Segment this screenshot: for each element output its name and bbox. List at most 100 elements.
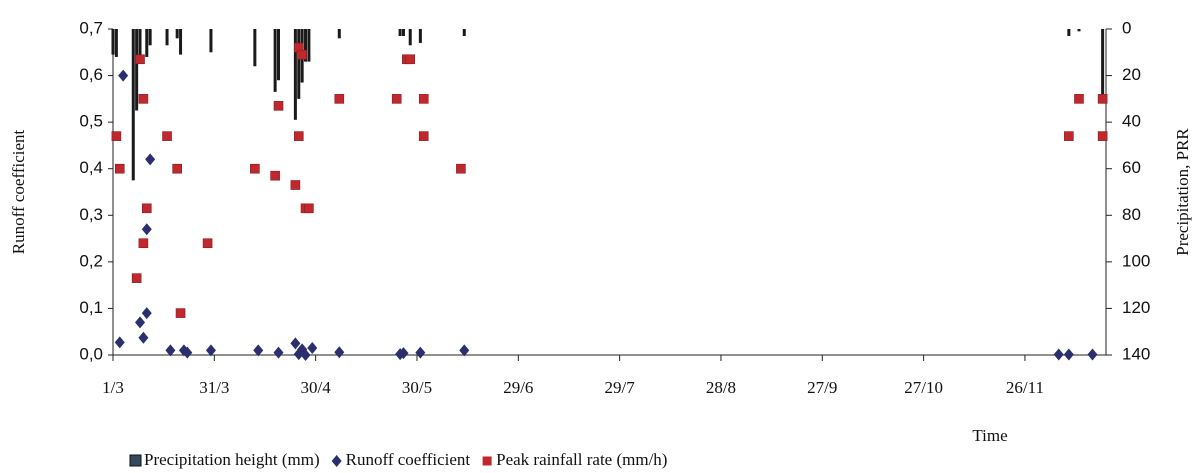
rainfall-point — [418, 94, 429, 104]
precipitation-bar — [293, 29, 297, 120]
runoff-point — [114, 336, 125, 349]
rainfall-point — [1074, 94, 1084, 104]
rainfall-point — [250, 163, 260, 174]
runoff-point — [1053, 348, 1064, 361]
precipitation-bar — [307, 29, 311, 62]
x-axis-label: Time — [972, 426, 1007, 445]
precipitation-bar — [135, 29, 139, 111]
y2-tick-label: 0 — [1122, 18, 1131, 37]
runoff-point — [307, 342, 318, 355]
rainfall-point — [114, 163, 125, 174]
y-tick-label: 0,5 — [79, 112, 103, 131]
y-tick-label: 0,1 — [79, 298, 103, 317]
legend-swatch — [331, 455, 342, 467]
precipitation-bar — [145, 29, 149, 57]
runoff-point — [398, 347, 409, 360]
rainfall-point — [135, 54, 145, 65]
runoff-point — [1063, 348, 1074, 361]
rainfall-point — [405, 54, 416, 65]
rainfall-point — [273, 101, 284, 111]
runoff-point — [300, 349, 311, 361]
x-tick-label: 29/7 — [605, 378, 636, 397]
precipitation-bar — [297, 29, 301, 99]
precipitation-bar — [209, 29, 213, 53]
runoff-point — [334, 346, 345, 359]
rainfall-point — [1064, 131, 1074, 141]
y2-tick-label: 20 — [1122, 65, 1141, 84]
rainfall-point — [418, 131, 429, 141]
y-axis-label: Runoff coefficient — [9, 129, 28, 254]
precipitation-bar — [114, 29, 118, 57]
precipitation-bar — [165, 29, 169, 46]
precipitation-bar — [304, 29, 308, 62]
precipitation-bar — [398, 29, 402, 36]
x-tick-label: 29/6 — [503, 378, 533, 397]
y-tick-label: 0,6 — [79, 65, 103, 84]
x-tick-label: 28/8 — [706, 378, 736, 397]
rainfall-point — [172, 163, 182, 174]
rainfall-point — [141, 203, 152, 214]
x-tick-label: 27/10 — [904, 378, 943, 397]
runoff-point — [459, 344, 470, 357]
precipitation-bar — [1077, 29, 1081, 32]
rainfall-point — [131, 273, 142, 283]
y-tick-label: 0,4 — [79, 158, 103, 177]
runoff-point — [145, 153, 156, 166]
y2-tick-label: 140 — [1122, 344, 1150, 363]
rainfall-point — [334, 94, 345, 104]
rainfall-point — [290, 180, 301, 190]
y2-axis-label: Precipitation, PRR — [1173, 128, 1192, 256]
precipitation-bar — [148, 29, 152, 46]
rainfall-point — [138, 238, 149, 249]
runoff-point — [415, 346, 426, 359]
y-tick-label: 0,0 — [79, 344, 103, 363]
y-tick-label: 0,7 — [79, 18, 103, 37]
legend-swatch — [482, 456, 492, 466]
runoff-point — [165, 344, 176, 357]
y2-tick-label: 80 — [1122, 205, 1141, 224]
precipitation-bar — [131, 29, 135, 181]
x-tick-label: 26/11 — [1006, 378, 1044, 397]
rainfall-point — [138, 94, 149, 104]
y2-tick-label: 40 — [1122, 112, 1141, 131]
rainfall-point — [162, 131, 172, 141]
rainfall-point — [1097, 94, 1108, 104]
precipitation-bar — [175, 29, 179, 39]
runoff-point — [141, 223, 152, 236]
precipitation-bar — [418, 29, 422, 43]
x-tick-label: 27/9 — [807, 378, 837, 397]
precipitation-bar — [337, 29, 341, 39]
rainfall-point — [391, 94, 402, 104]
runoff-point — [182, 346, 193, 359]
legend-label: Runoff coefficient — [346, 450, 471, 469]
rainfall-point — [293, 131, 304, 141]
precipitation-bar — [277, 29, 280, 81]
runoff-point — [290, 337, 301, 350]
precipitation-bar — [253, 29, 257, 67]
precipitation-bar — [401, 29, 405, 36]
rainfall-point — [304, 203, 314, 214]
rainfall-point — [456, 163, 466, 174]
precipitation-bar — [179, 29, 183, 55]
rainfall-point — [202, 238, 213, 249]
precipitation-bar — [111, 29, 115, 55]
precipitation-bar — [462, 29, 466, 36]
runoff-point — [253, 344, 264, 357]
precipitation-bar — [1101, 29, 1105, 99]
precipitation-bar — [273, 29, 277, 92]
y-tick-label: 0,2 — [79, 251, 103, 270]
rainfall-point — [111, 131, 122, 141]
runoff-point — [141, 307, 152, 320]
precipitation-bar — [1067, 29, 1071, 36]
runoff-point — [138, 331, 149, 344]
runoff-point — [135, 316, 146, 329]
y2-tick-label: 120 — [1122, 298, 1150, 317]
x-tick-label: 1/3 — [102, 378, 124, 397]
runoff-point — [273, 346, 284, 359]
rainfall-point — [1097, 131, 1108, 141]
legend-label: Peak rainfall rate (mm/h) — [496, 450, 667, 469]
x-tick-label: 30/5 — [402, 378, 432, 397]
precipitation-bar — [408, 29, 412, 46]
x-tick-label: 31/3 — [199, 378, 229, 397]
